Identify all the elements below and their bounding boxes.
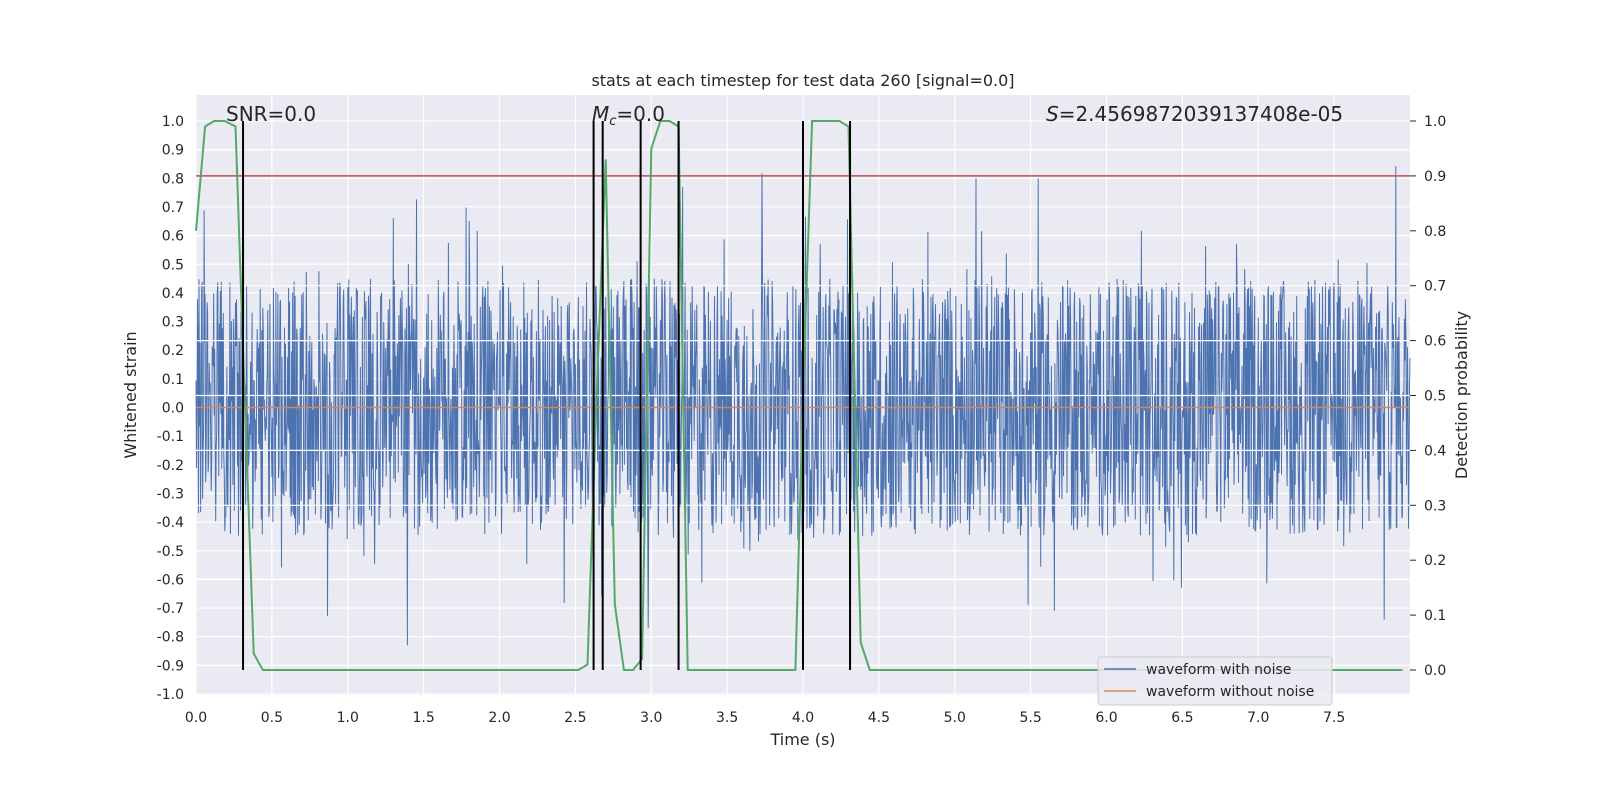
x-tick-label: 6.0 [1095, 710, 1117, 726]
x-tick-label: 2.5 [564, 710, 586, 726]
y-tick-label: -0.6 [157, 572, 184, 588]
y2-tick-label: 0.1 [1424, 608, 1446, 624]
s-value: =2.4569872039137408e-05 [1059, 102, 1343, 126]
x-tick-label: 1.0 [337, 710, 359, 726]
x-tick-label: 5.5 [1019, 710, 1041, 726]
y-tick-label: 0.7 [162, 200, 184, 216]
ticks: 0.0 0.5 1.0 1.5 2.0 2.5 3.0 3.5 4.0 4.5 5.0 5.5 6.0 6… [157, 114, 1447, 726]
y-tick-label: -1.0 [157, 687, 184, 703]
x-axis-label: Time (s) [769, 730, 835, 749]
x-tick-label: 4.5 [868, 710, 890, 726]
mc-subscript: c [609, 114, 616, 129]
y2-tick-label: 0.6 [1424, 334, 1446, 350]
y2-tick-label: 0.3 [1424, 498, 1446, 514]
mc-symbol: M [592, 102, 609, 126]
y2-tick-label: 0.8 [1424, 224, 1446, 240]
legend-box [1097, 656, 1333, 706]
y-tick-label: 0.1 [162, 372, 184, 388]
y-tick-label: 0.0 [162, 401, 184, 417]
overlay-lines [195, 120, 1410, 671]
y2-tick-label: 0.2 [1424, 553, 1446, 569]
y-tick-label: -0.4 [157, 515, 184, 531]
chart-title: stats at each timestep for test data 260… [591, 71, 1014, 90]
y-tick-label: -0.9 [157, 658, 184, 674]
x-tick-label: 7.0 [1247, 710, 1269, 726]
y-tick-label: -0.1 [157, 429, 184, 445]
y2-tick-label: 1.0 [1424, 114, 1446, 130]
s-annotation: S=2.4569872039137408e-05 [1046, 102, 1343, 126]
y-tick-label: 0.4 [162, 286, 184, 302]
mc-value: =0.0 [616, 102, 665, 126]
y2-tick-label: 0.4 [1424, 443, 1446, 459]
legend-label-waveform-with-noise: waveform with noise [1146, 662, 1291, 678]
x-tick-label: 4.0 [792, 710, 814, 726]
x-tick-label: 5.0 [944, 710, 966, 726]
y2-axis-label: Detection probability [1452, 311, 1471, 479]
legend: waveform with noise waveform without noi… [1097, 656, 1333, 706]
y-tick-label: 0.3 [162, 315, 184, 331]
snr-annotation: SNR=0.0 [226, 102, 316, 126]
x-tick-label: 6.5 [1171, 710, 1193, 726]
y-axis-label: Whitened strain [121, 331, 140, 458]
y-tick-label: -0.8 [157, 630, 184, 646]
y-tick-label: -0.5 [157, 544, 184, 560]
y-tick-label: 0.5 [162, 257, 184, 273]
y-tick-label: 1.0 [162, 114, 184, 130]
legend-label-waveform-without-noise: waveform without noise [1146, 684, 1314, 700]
y2-tick-label: 0.5 [1424, 389, 1446, 405]
y-tick-label: 0.6 [162, 229, 184, 245]
mc-annotation: Mc=0.0 [592, 102, 665, 129]
x-tick-label: 2.0 [488, 710, 510, 726]
x-tick-label: 3.5 [716, 710, 738, 726]
y-tick-label: -0.3 [157, 486, 184, 502]
y-tick-label: -0.2 [157, 458, 184, 474]
y-tick-label: -0.7 [157, 601, 184, 617]
y-tick-label: 0.9 [162, 143, 184, 159]
x-tick-label: 3.0 [640, 710, 662, 726]
x-tick-label: 0.0 [185, 710, 207, 726]
y2-tick-label: 0.7 [1424, 279, 1446, 295]
y-tick-label: 0.8 [162, 171, 184, 187]
x-tick-label: 7.5 [1323, 710, 1345, 726]
s-symbol: S [1046, 102, 1059, 126]
y2-tick-label: 0.9 [1424, 169, 1446, 185]
detection-probability-line [195, 120, 1403, 671]
y-tick-label: 0.2 [162, 343, 184, 359]
y2-tick-label: 0.0 [1424, 663, 1446, 679]
x-tick-label: 1.5 [412, 710, 434, 726]
x-tick-label: 0.5 [261, 710, 283, 726]
